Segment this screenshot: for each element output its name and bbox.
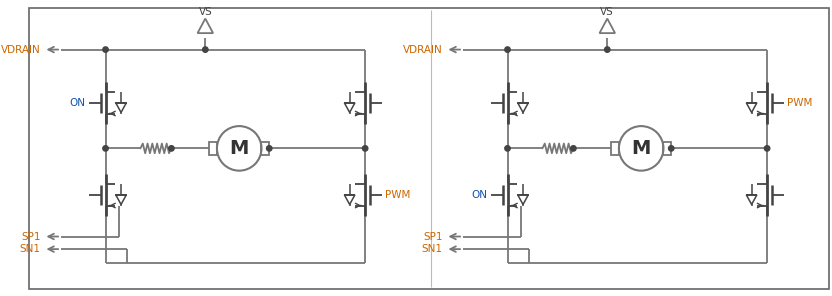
Text: SN1: SN1 <box>20 244 41 254</box>
Circle shape <box>363 146 368 151</box>
Circle shape <box>505 47 510 52</box>
Circle shape <box>103 47 108 52</box>
Circle shape <box>505 146 510 151</box>
Text: VDRAIN: VDRAIN <box>1 45 41 54</box>
Text: ON: ON <box>471 190 488 200</box>
Text: ON: ON <box>69 98 85 108</box>
Text: M: M <box>631 139 651 158</box>
Text: M: M <box>230 139 249 158</box>
Bar <box>209 141 217 155</box>
Bar <box>261 141 270 155</box>
Text: VS: VS <box>199 7 212 17</box>
Bar <box>612 141 619 155</box>
Circle shape <box>103 146 108 151</box>
Text: VS: VS <box>601 7 614 17</box>
Circle shape <box>266 146 272 151</box>
Text: VDRAIN: VDRAIN <box>403 45 443 54</box>
Circle shape <box>765 146 770 151</box>
Bar <box>663 141 671 155</box>
Circle shape <box>605 47 610 52</box>
Circle shape <box>203 47 208 52</box>
Text: SP1: SP1 <box>423 231 443 242</box>
Text: PWM: PWM <box>385 190 411 200</box>
Circle shape <box>668 146 674 151</box>
Text: SP1: SP1 <box>21 231 41 242</box>
Circle shape <box>571 146 576 151</box>
Circle shape <box>169 146 174 151</box>
Text: SN1: SN1 <box>422 244 443 254</box>
Text: PWM: PWM <box>787 98 813 108</box>
